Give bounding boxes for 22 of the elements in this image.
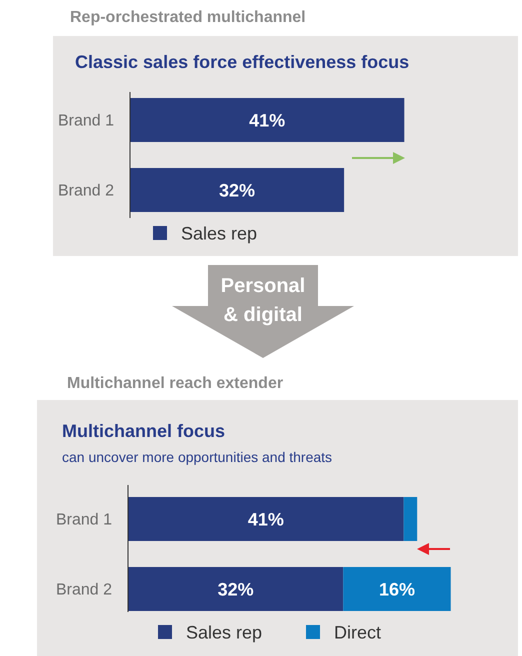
text: Personal & digital [220, 274, 306, 328]
data-label: 41% [249, 110, 286, 130]
chart-title: Multichannel focus [62, 421, 226, 441]
bar [128, 567, 344, 611]
y-tick-label: Brand 2 [58, 182, 114, 200]
chart-subtitle: can uncover more opportunities and threats [62, 449, 332, 465]
bar [343, 567, 451, 611]
y-tick-label: Brand 2 [56, 582, 112, 599]
legend-label: Sales rep [181, 223, 258, 244]
data-label: 16% [378, 579, 415, 600]
legend-label: Direct [334, 622, 382, 642]
y-tick-label: Brand 1 [58, 112, 114, 130]
y-tick-label: Brand 1 [56, 512, 112, 529]
text: Rep-orchestrated multichannel [70, 9, 306, 26]
bar [404, 497, 418, 541]
data-label: 32% [218, 579, 254, 600]
bar [128, 497, 404, 541]
data-label: 32% [219, 180, 256, 200]
chart-title: Classic sales force effectiveness focus [75, 52, 410, 72]
legend-label: Sales rep [186, 622, 262, 642]
text: Multichannel reach extender [67, 375, 284, 392]
data-label: 41% [248, 509, 284, 530]
